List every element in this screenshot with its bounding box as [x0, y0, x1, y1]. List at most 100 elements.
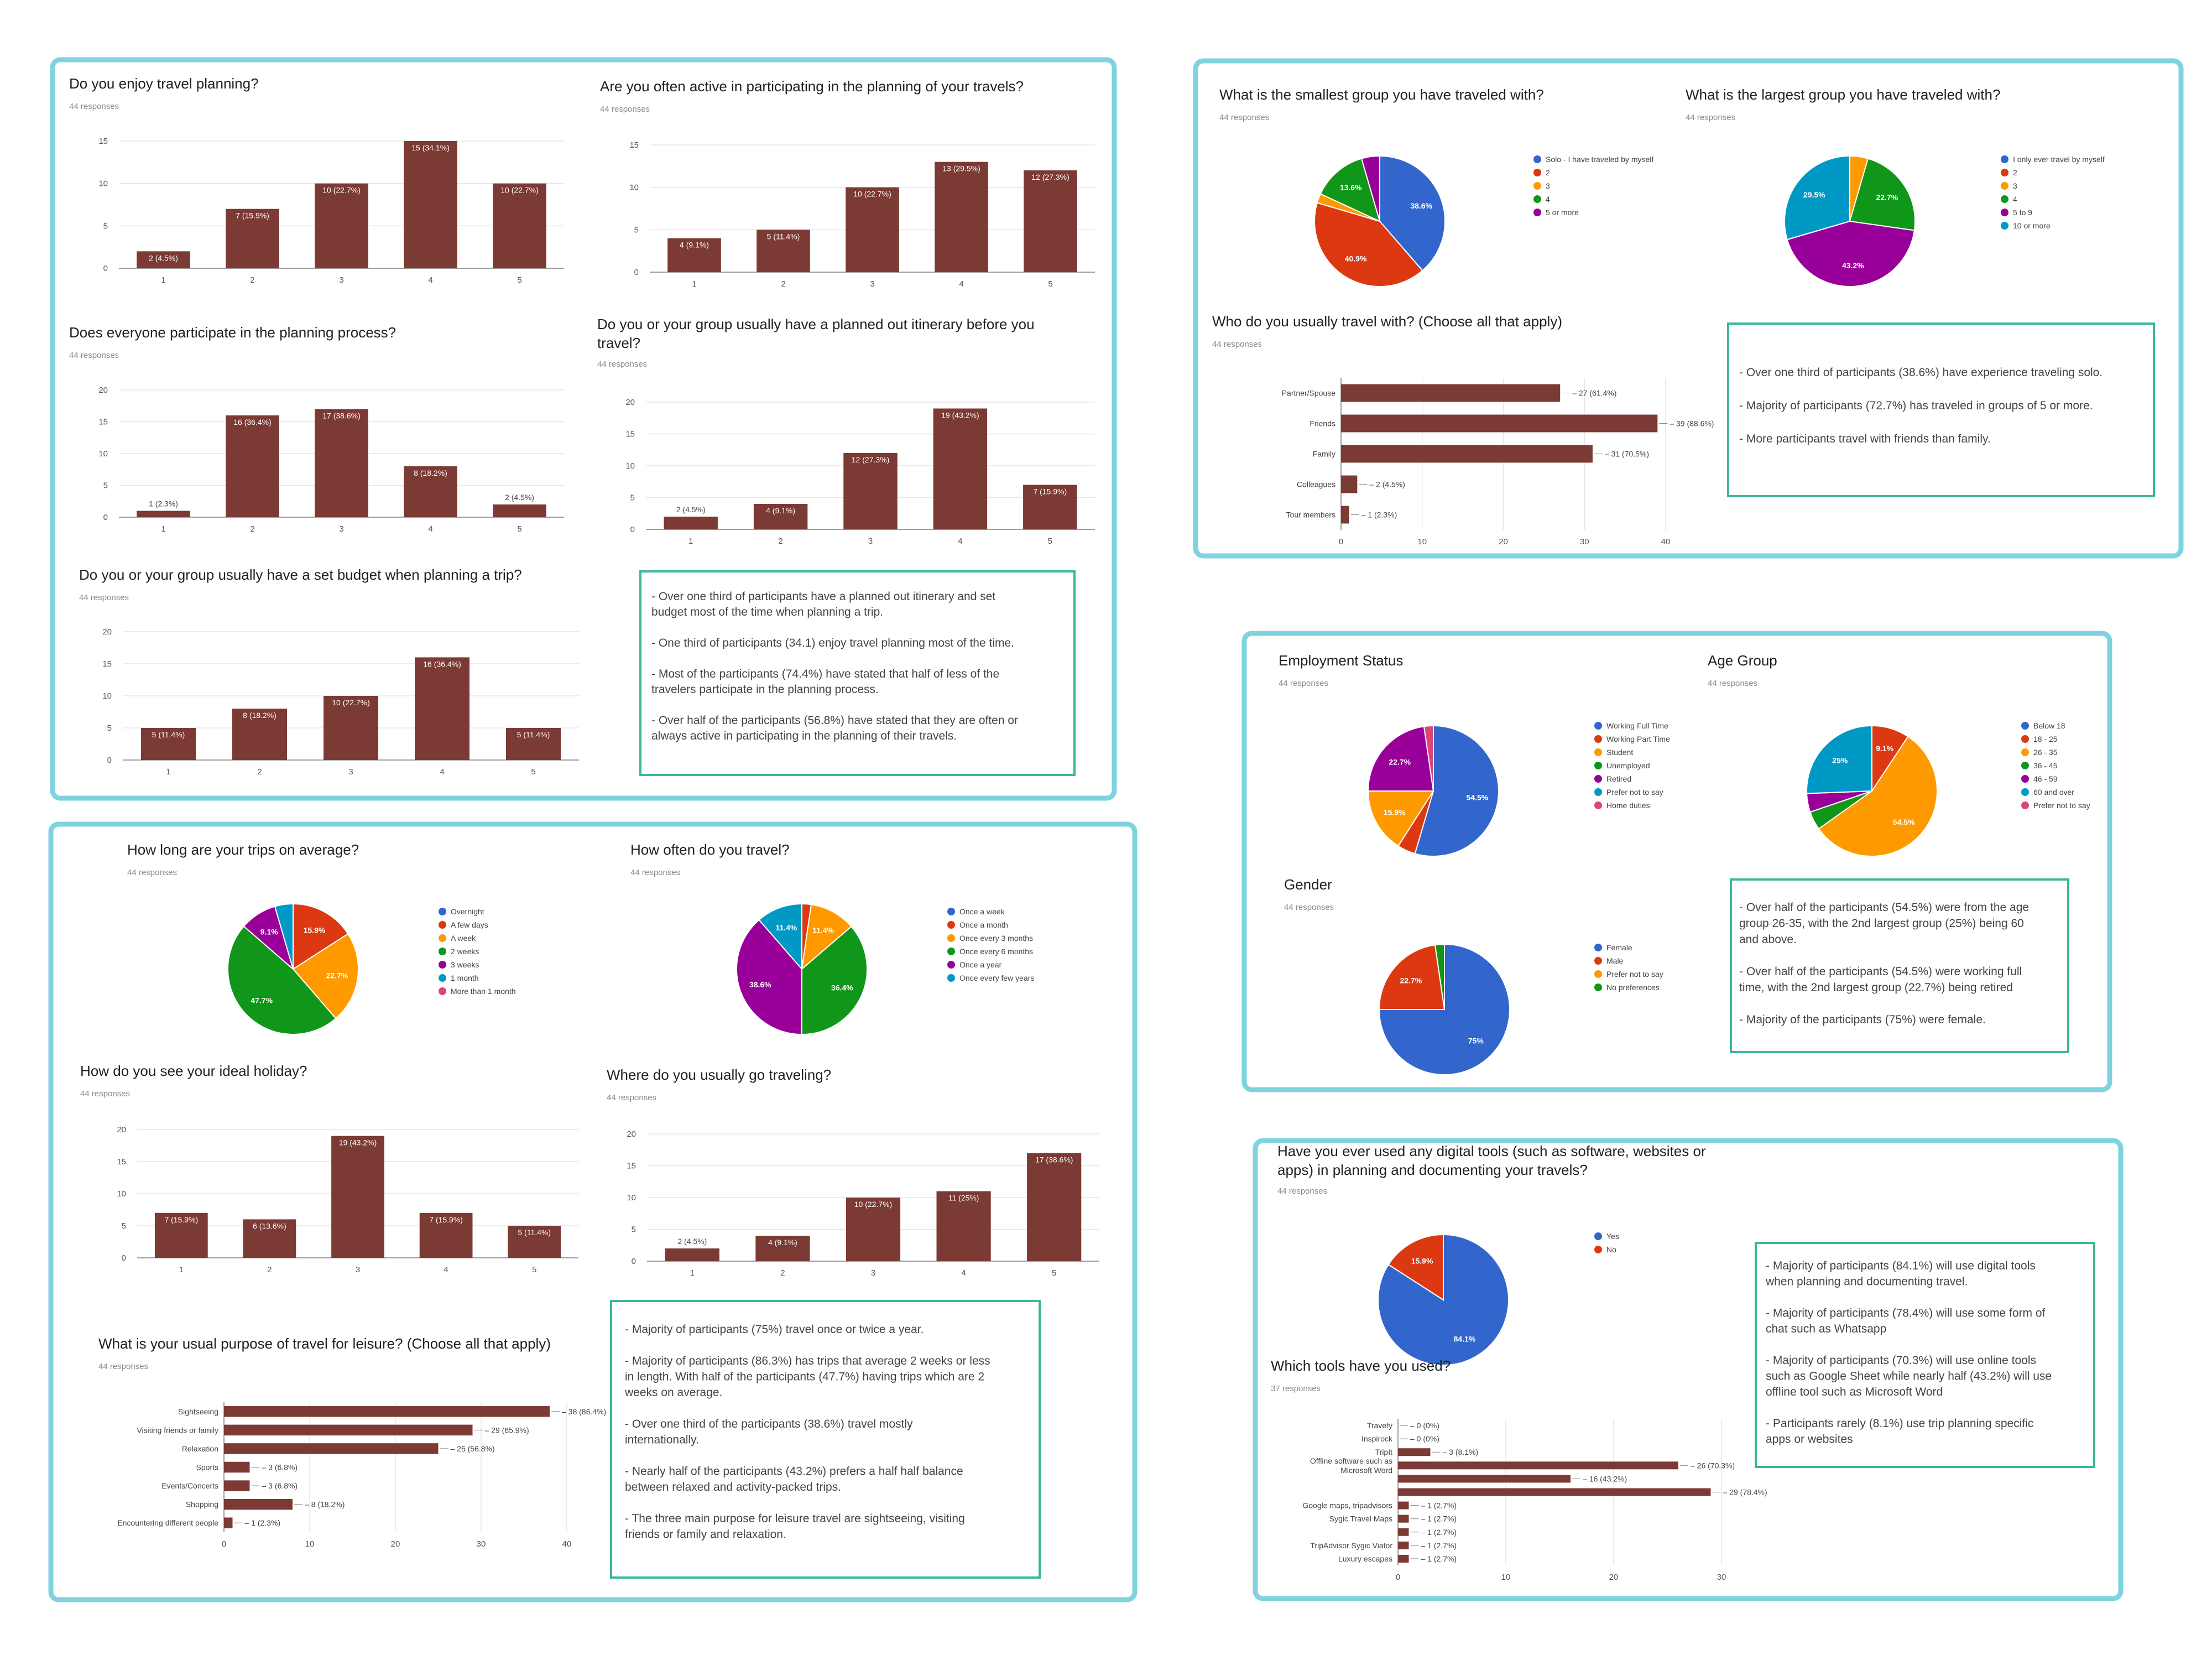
slice-label: 84.1% — [1454, 1334, 1476, 1343]
slice-label: 11.4% — [775, 923, 797, 932]
data-label: 11 (25%) — [948, 1194, 979, 1203]
y-tick-label: 0 — [630, 525, 635, 534]
pie-slice — [1806, 725, 1872, 794]
note-box-group: - Over one third of participants (38.6%)… — [1727, 322, 2155, 497]
legend-swatch — [2021, 748, 2029, 756]
y-tick-label: 15 — [629, 140, 639, 150]
chart-title-line2: apps) in planning and documenting your t… — [1277, 1162, 1588, 1178]
data-label: – 31 (70.5%) — [1605, 450, 1649, 459]
category-label: Travefy — [1367, 1421, 1392, 1430]
pie-slice — [1434, 943, 1445, 1010]
pie-slice — [736, 919, 803, 1035]
bar — [936, 1191, 991, 1261]
chart-title: Do you enjoy travel planning? — [69, 75, 259, 92]
y-tick-label: 20 — [627, 1130, 636, 1139]
data-label: – 29 (65.9%) — [485, 1425, 529, 1434]
bar — [493, 504, 546, 517]
chart-subtitle: 44 responses — [80, 1089, 130, 1099]
chart-title: Does everyone participate in the plannin… — [69, 324, 396, 341]
slice-label: 15.9% — [1411, 1257, 1433, 1266]
data-label: 10 (22.7%) — [322, 186, 360, 195]
chart-title: Which tools have you used? — [1271, 1357, 1451, 1374]
legend-swatch — [1594, 775, 1602, 783]
note-line: - Over one third of the participants (38… — [625, 1418, 913, 1430]
bar — [506, 728, 561, 760]
data-label: – 27 (61.4%) — [1572, 389, 1616, 398]
legend-label: 10 or more — [2013, 221, 2051, 230]
data-label: 2 (4.5%) — [676, 505, 706, 514]
bar — [1398, 1488, 1711, 1496]
chart-subtitle: 44 responses — [69, 102, 119, 111]
legend-label: I only ever travel by myself — [2013, 155, 2105, 164]
chart-4: Do you or your group usually have a plan… — [597, 316, 1095, 546]
bar — [137, 511, 190, 517]
legend-swatch — [1594, 748, 1602, 756]
charts-layer: Do you enjoy travel planning? 44 response… — [69, 75, 2105, 1582]
legend-label: No preferences — [1606, 983, 1660, 992]
chart-subtitle: 44 responses — [597, 360, 647, 369]
slice-label: 54.5% — [1467, 793, 1489, 802]
category-label: Events/Concerts — [161, 1481, 218, 1490]
legend-label: 3 — [2013, 181, 2017, 190]
slice-label: 36.4% — [831, 983, 853, 992]
note-line: - Over half of the participants (54.5%) … — [1739, 965, 2022, 978]
data-label: 4 (9.1%) — [768, 1238, 797, 1247]
bar — [1398, 1528, 1409, 1536]
note-line: between relaxed and activity-packed trip… — [625, 1481, 841, 1493]
y-tick-label: 10 — [625, 461, 635, 471]
bar — [224, 1517, 233, 1528]
pie-slice — [1379, 155, 1446, 272]
data-label: 4 (9.1%) — [680, 241, 709, 249]
pie-slice — [1786, 220, 1915, 287]
x-tick-label: 5 — [1048, 279, 1052, 289]
x-tick-label: 0 — [1396, 1573, 1400, 1582]
data-label: 19 (43.2%) — [339, 1138, 377, 1147]
chart-16: Gender 44 responses 75% 22.7% Female Male Pref… — [1284, 876, 1663, 1075]
legend-swatch — [947, 961, 955, 969]
slice-label: 43.2% — [1842, 261, 1864, 270]
x-tick-label: 2 — [257, 767, 262, 777]
bar — [1398, 1501, 1409, 1510]
chart-subtitle: 44 responses — [607, 1093, 656, 1102]
legend-swatch — [439, 921, 446, 929]
x-tick-label: 4 — [959, 279, 963, 289]
legend-swatch — [2001, 222, 2008, 230]
legend-swatch — [1594, 802, 1602, 809]
data-label: 7 (15.9%) — [1033, 487, 1067, 496]
legend-label: Prefer not to say — [1606, 970, 1663, 979]
y-tick-label: 10 — [98, 449, 108, 459]
data-label: 6 (13.6%) — [253, 1221, 286, 1230]
legend-swatch — [439, 908, 446, 915]
chart-subtitle: 44 responses — [630, 868, 680, 877]
chart-title: What is the smallest group you have trav… — [1219, 86, 1544, 103]
chart-17: Have you ever used any digital tools (su… — [1277, 1143, 1706, 1366]
bar — [843, 453, 898, 529]
y-tick-label: 15 — [625, 430, 635, 439]
chart-15: Age Group 44 responses 9.1% 54.5% 25% Below 1… — [1708, 652, 2090, 857]
legend-swatch — [947, 934, 955, 942]
x-tick-label: 2 — [267, 1265, 272, 1274]
legend-label: Overnight — [451, 907, 484, 916]
legend-label: Female — [1606, 943, 1632, 952]
x-tick-label: 1 — [166, 767, 170, 777]
chart-title-line2: travel? — [597, 335, 640, 351]
data-label: – 8 (18.2%) — [305, 1500, 345, 1509]
slice-label: 75% — [1468, 1037, 1484, 1045]
pie-slice — [801, 904, 852, 971]
legend-swatch — [1594, 788, 1602, 796]
note-box-trips: - Majority of participants (75%) travel … — [610, 1300, 1041, 1579]
data-label: 19 (43.2%) — [941, 411, 979, 420]
chart-subtitle: 44 responses — [1279, 679, 1328, 688]
y-tick-label: 15 — [117, 1157, 126, 1167]
note-line: - One third of participants (34.1) enjoy… — [651, 637, 1014, 649]
pie-slice — [1784, 155, 1850, 241]
chart-title: Do you or your group usually have a set … — [79, 566, 522, 583]
pie-slice — [1378, 944, 1446, 1010]
y-tick-label: 10 — [98, 179, 108, 189]
bar — [846, 187, 899, 272]
bar — [1341, 384, 1561, 402]
chart-3: Does everyone participate in the plannin… — [69, 324, 564, 534]
y-tick-label: 5 — [103, 481, 108, 491]
data-label: – 3 (6.8%) — [262, 1463, 298, 1472]
data-label: – 39 (88.6%) — [1670, 419, 1714, 428]
